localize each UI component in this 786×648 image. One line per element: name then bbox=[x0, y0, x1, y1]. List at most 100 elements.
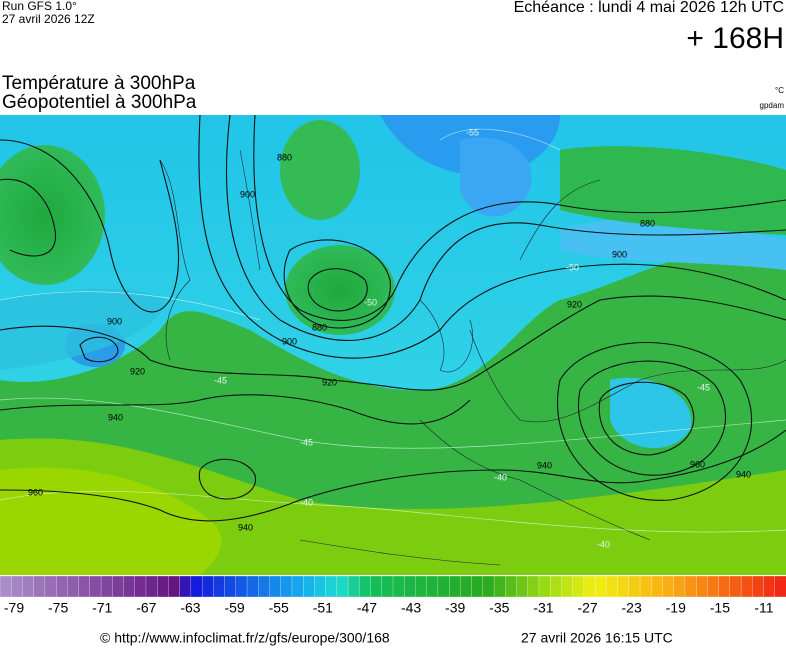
colorbar-swatch bbox=[269, 575, 282, 598]
colorbar-swatch bbox=[123, 575, 136, 598]
colorbar-swatch bbox=[774, 575, 786, 598]
colorbar-swatch bbox=[22, 575, 35, 598]
temperature-label: -50 bbox=[364, 297, 377, 307]
colorbar-swatch bbox=[157, 575, 169, 598]
temperature-label: -45 bbox=[697, 382, 710, 392]
colorbar-swatch bbox=[448, 575, 461, 598]
colorbar-label: -23 bbox=[622, 600, 642, 616]
colorbar-swatch bbox=[78, 575, 91, 598]
map bbox=[0, 114, 786, 575]
contour-label: 920 bbox=[567, 299, 582, 309]
colorbar-swatch bbox=[404, 575, 416, 598]
contour-label: 940 bbox=[238, 522, 253, 532]
forecast-time: Echéance : lundi 4 mai 2026 12h UTC bbox=[514, 0, 784, 16]
colorbar-swatch bbox=[505, 575, 517, 598]
colorbar-label: -47 bbox=[357, 600, 377, 616]
colorbar-swatch bbox=[572, 575, 585, 598]
contour-label: 940 bbox=[537, 460, 552, 470]
colorbar-swatch bbox=[538, 575, 551, 598]
colorbar-swatch bbox=[696, 575, 708, 598]
contour-label: 880 bbox=[312, 322, 327, 332]
colorbar-swatch bbox=[662, 575, 675, 598]
source: © http://www.infoclimat.fr/z/gfs/europe/… bbox=[100, 630, 390, 646]
colorbar-swatch bbox=[235, 575, 248, 598]
colorbar-swatch bbox=[628, 575, 641, 598]
colorbar-swatch bbox=[213, 575, 226, 598]
colorbar-swatch bbox=[33, 575, 46, 598]
contour-label: 920 bbox=[322, 377, 337, 387]
colorbar-swatch bbox=[437, 575, 450, 598]
colorbar-swatch bbox=[67, 575, 80, 598]
generated-time: 27 avril 2026 16:15 UTC bbox=[521, 630, 673, 646]
colorbar-swatch bbox=[561, 575, 574, 598]
temperature-label: -40 bbox=[300, 497, 313, 507]
colorbar-swatch bbox=[347, 575, 360, 598]
colorbar-swatch bbox=[370, 575, 383, 598]
contour-label: 920 bbox=[130, 366, 145, 376]
colorbar-label: -39 bbox=[445, 600, 465, 616]
colorbar-label: -11 bbox=[754, 600, 773, 616]
colorbar-swatch bbox=[0, 575, 12, 598]
colorbar-swatch bbox=[639, 575, 652, 598]
colorbar-label: -35 bbox=[489, 600, 509, 616]
colorbar-swatch bbox=[740, 575, 753, 598]
colorbar-swatch bbox=[325, 575, 338, 598]
contour-label: 880 bbox=[277, 152, 292, 162]
colorbar-swatch bbox=[516, 575, 529, 598]
colorbar-label: -51 bbox=[313, 600, 333, 616]
colorbar-label: -27 bbox=[577, 600, 597, 616]
colorbar-swatch bbox=[336, 575, 349, 598]
temperature-label: -40 bbox=[494, 472, 507, 482]
colorbar-label: -15 bbox=[710, 600, 730, 616]
colorbar-swatch bbox=[291, 575, 304, 598]
colorbar-swatch bbox=[583, 575, 596, 598]
colorbar-swatch bbox=[55, 575, 68, 598]
contour-labels: 880 900 880 900 920 940 960 940 920 900 … bbox=[28, 127, 751, 549]
colorbar: -79 -75 -71 -67 -63 -59 -55 -51 -47 -43 -39 -35 -31 -… bbox=[0, 575, 786, 616]
colorbar-label: -43 bbox=[401, 600, 421, 616]
contour-label: 900 bbox=[240, 189, 255, 199]
colorbar-label: -59 bbox=[224, 600, 244, 616]
colorbar-swatch bbox=[246, 575, 259, 598]
run-label: Run GFS 1.0° bbox=[2, 0, 77, 13]
colorbar-swatch bbox=[482, 575, 495, 598]
colorbar-swatch bbox=[145, 575, 158, 598]
temperature-label: -55 bbox=[466, 127, 479, 137]
colorbar-swatch bbox=[527, 575, 540, 598]
temperature-label: -45 bbox=[214, 375, 227, 385]
colorbar-swatch bbox=[763, 575, 776, 598]
run-date: 27 avril 2026 12Z bbox=[2, 12, 95, 26]
colorbar-swatch bbox=[381, 575, 394, 598]
colorbar-swatch bbox=[168, 575, 181, 598]
title: Température à 300hPa bbox=[2, 73, 196, 94]
colorbar-swatch bbox=[258, 575, 270, 598]
colorbar-swatch bbox=[224, 575, 237, 598]
contour-label: 940 bbox=[108, 412, 123, 422]
colorbar-label: -79 bbox=[4, 600, 24, 616]
colorbar-swatch bbox=[179, 575, 192, 598]
colorbar-label: -55 bbox=[269, 600, 289, 616]
colorbar-swatch bbox=[415, 575, 428, 598]
lead-time: + 168H bbox=[686, 22, 784, 55]
colorbar-swatch bbox=[684, 575, 697, 598]
colorbar-label: -75 bbox=[48, 600, 68, 616]
contour-label: 900 bbox=[612, 249, 627, 259]
contour-label: 960 bbox=[690, 459, 705, 469]
colorbar-swatch bbox=[314, 575, 327, 598]
colorbar-swatch bbox=[112, 575, 124, 598]
colorbar-swatch bbox=[617, 575, 630, 598]
colorbar-label: -63 bbox=[180, 600, 200, 616]
colorbar-swatch bbox=[550, 575, 562, 598]
temperature-label: -40 bbox=[597, 539, 610, 549]
colorbar-swatch bbox=[359, 575, 371, 598]
colorbar-swatch bbox=[89, 575, 102, 598]
contour-label: 880 bbox=[640, 218, 655, 228]
colorbar-swatch bbox=[707, 575, 720, 598]
unit: gpdam bbox=[760, 101, 785, 110]
colorbar-swatch bbox=[493, 575, 506, 598]
colorbar-label: -67 bbox=[136, 600, 156, 616]
colorbar-swatch bbox=[392, 575, 405, 598]
colorbar-label: -19 bbox=[666, 600, 686, 616]
colorbar-swatch bbox=[280, 575, 293, 598]
contour-label: 940 bbox=[736, 469, 751, 479]
